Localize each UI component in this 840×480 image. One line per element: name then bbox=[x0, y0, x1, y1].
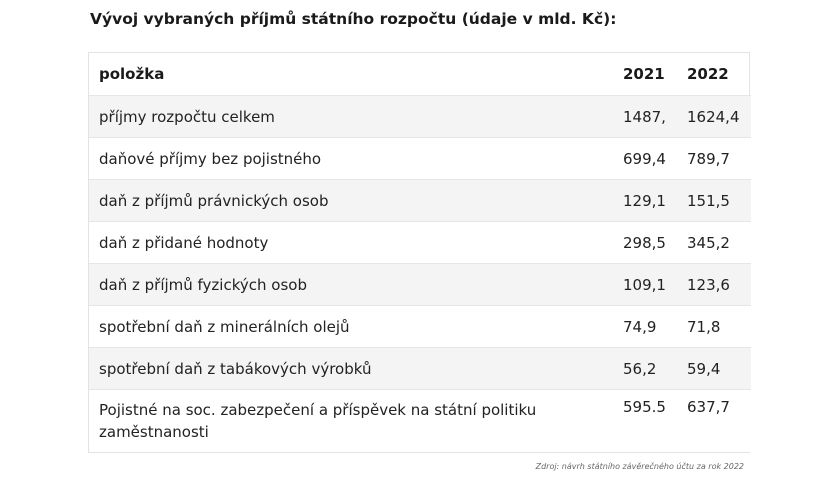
header-2022: 2022 bbox=[687, 65, 729, 83]
row-value-2021: 56,2 bbox=[623, 359, 657, 378]
row-value-2021: 1487, bbox=[623, 107, 666, 126]
row-value-2022: 71,8 bbox=[687, 317, 721, 336]
table-row: daň z příjmů právnických osob 129,1 151,… bbox=[89, 179, 751, 222]
row-value-2022: 151,5 bbox=[687, 191, 730, 210]
row-item: daň z přidané hodnoty bbox=[99, 233, 269, 252]
budget-table: položka 2021 2022 příjmy rozpočtu celkem… bbox=[88, 52, 751, 453]
row-value-2022: 59,4 bbox=[687, 359, 721, 378]
table-title: Vývoj vybraných příjmů státního rozpočtu… bbox=[90, 10, 617, 28]
row-value-2022: 345,2 bbox=[687, 233, 730, 252]
table-row: Pojistné na soc. zabezpečení a příspěvek… bbox=[89, 389, 751, 452]
row-value-2022: 789,7 bbox=[687, 149, 730, 168]
row-value-2021: 595.5 bbox=[623, 398, 666, 416]
row-value-2021: 129,1 bbox=[623, 191, 666, 210]
row-item: daň z příjmů fyzických osob bbox=[99, 275, 307, 294]
table-row: daň z přidané hodnoty 298,5 345,2 bbox=[89, 221, 751, 264]
row-value-2021: 699,4 bbox=[623, 149, 666, 168]
row-value-2022: 1624,4 bbox=[687, 107, 740, 126]
row-value-2021: 109,1 bbox=[623, 275, 666, 294]
row-item: Pojistné na soc. zabezpečení a příspěvek… bbox=[99, 400, 537, 441]
source-note: Zdroj: návrh státního závěrečného účtu z… bbox=[535, 462, 744, 471]
row-item: spotřební daň z tabákových výrobků bbox=[99, 359, 372, 378]
table-row: daňové příjmy bez pojistného 699,4 789,7 bbox=[89, 137, 751, 180]
row-item: daňové příjmy bez pojistného bbox=[99, 149, 322, 168]
row-value-2021: 298,5 bbox=[623, 233, 666, 252]
table-row: spotřební daň z tabákových výrobků 56,2 … bbox=[89, 347, 751, 390]
row-value-2022: 637,7 bbox=[687, 398, 730, 416]
table-row: příjmy rozpočtu celkem 1487, 1624,4 bbox=[89, 95, 751, 138]
table-row: spotřební daň z minerálních olejů 74,9 7… bbox=[89, 305, 751, 348]
row-value-2021: 74,9 bbox=[623, 317, 657, 336]
row-item: daň z příjmů právnických osob bbox=[99, 191, 329, 210]
table-row: daň z příjmů fyzických osob 109,1 123,6 bbox=[89, 263, 751, 306]
row-value-2022: 123,6 bbox=[687, 275, 730, 294]
row-item: příjmy rozpočtu celkem bbox=[99, 107, 275, 126]
header-2021: 2021 bbox=[623, 65, 665, 83]
header-item: položka bbox=[99, 65, 165, 83]
table-header-row: položka 2021 2022 bbox=[89, 53, 751, 96]
row-item: spotřební daň z minerálních olejů bbox=[99, 317, 350, 336]
